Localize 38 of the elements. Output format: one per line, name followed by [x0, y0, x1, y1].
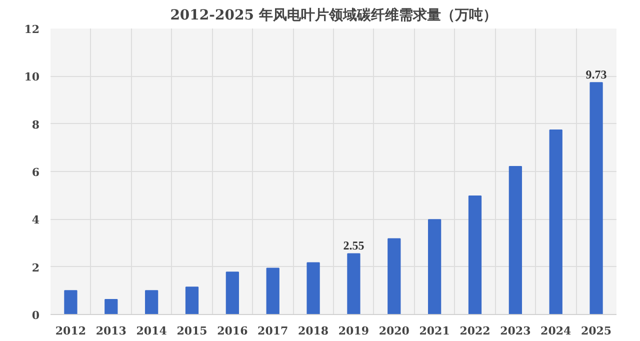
bar: [185, 286, 199, 314]
bar: [226, 272, 239, 314]
data-label: 2.55: [343, 238, 364, 253]
bar: [104, 298, 118, 314]
y-tick-label: 10: [24, 70, 40, 84]
x-tick-label: 2014: [136, 324, 168, 338]
x-tick-label: 2019: [338, 324, 370, 338]
x-tick-label: 2024: [540, 324, 572, 338]
x-tick-label: 2017: [258, 324, 288, 338]
x-tick-label: 2025: [580, 324, 612, 338]
y-tick-label: 12: [24, 23, 40, 36]
y-tick-label: 8: [32, 118, 40, 132]
x-tick-label: 2021: [419, 324, 450, 338]
bar: [306, 262, 320, 314]
bar: [468, 196, 482, 314]
bar: [347, 253, 360, 314]
bar: [145, 290, 158, 314]
x-tick-label: 2023: [500, 324, 531, 338]
x-tick-label: 2013: [96, 324, 126, 338]
y-tick-label: 0: [32, 309, 40, 322]
y-tick-label: 6: [32, 166, 40, 179]
x-tick-label: 2020: [378, 324, 410, 338]
x-tick-label: 2016: [217, 324, 248, 338]
bar: [508, 166, 522, 314]
x-tick-label: 2018: [298, 324, 329, 338]
bar: [428, 219, 442, 314]
chart-title: 2012-2025 年风电叶片领域碳纤维需求量（万吨）: [170, 6, 497, 24]
bar: [388, 238, 401, 314]
bar: [590, 82, 603, 314]
bar: [266, 268, 280, 314]
x-tick-label: 2012: [55, 324, 86, 338]
x-tick-label: 2015: [176, 324, 208, 338]
y-tick-label: 4: [32, 214, 40, 227]
bar: [549, 130, 562, 314]
bar: [64, 290, 78, 314]
data-label: 9.73: [586, 68, 607, 82]
y-tick-label: 2: [32, 261, 40, 274]
x-tick-label: 2022: [460, 324, 490, 338]
